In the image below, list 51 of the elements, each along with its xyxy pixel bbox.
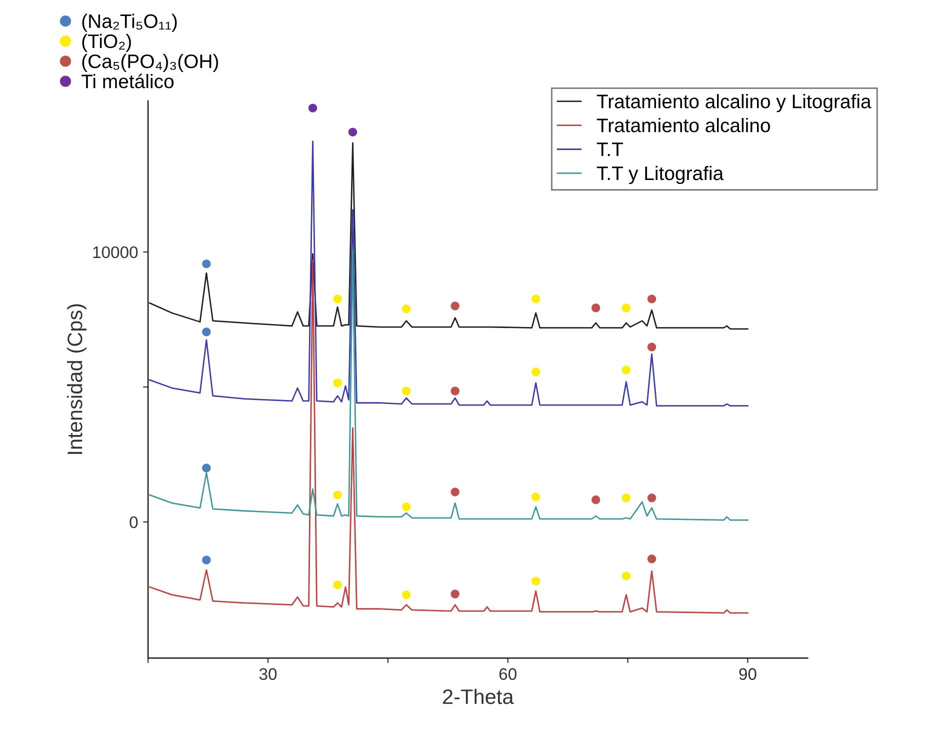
point xyxy=(622,303,631,312)
point xyxy=(450,302,460,310)
point xyxy=(333,378,342,388)
x-tick-label: 90 xyxy=(739,668,756,680)
line-series xyxy=(148,259,748,614)
y-tick-label: 10000 xyxy=(93,246,138,258)
x-tick-label: 60 xyxy=(499,668,516,680)
point xyxy=(531,492,540,502)
legend-label: Ti metálico xyxy=(81,74,174,88)
point xyxy=(402,502,411,512)
point xyxy=(450,590,460,598)
point xyxy=(591,303,600,312)
point xyxy=(333,490,342,500)
point xyxy=(333,580,342,590)
point xyxy=(202,259,211,268)
point xyxy=(450,386,460,396)
line-series xyxy=(148,249,748,521)
legend-label: T.T y Litografia xyxy=(596,166,724,184)
legend-label: T.T xyxy=(596,142,623,156)
legend-label: Tratamiento alcalino y Litografia xyxy=(596,94,872,112)
point xyxy=(531,367,540,376)
point xyxy=(647,554,656,564)
point xyxy=(622,494,631,502)
point xyxy=(202,464,211,472)
point xyxy=(308,104,318,112)
x-axis-title: 2-Theta xyxy=(443,688,514,704)
point xyxy=(531,576,540,586)
point xyxy=(202,328,211,336)
point xyxy=(622,366,631,374)
point xyxy=(450,488,460,496)
point xyxy=(591,495,600,504)
legend-label: (Na₂Ti₅O₁₁) xyxy=(82,14,177,32)
point xyxy=(647,342,656,352)
x-tick-label: 30 xyxy=(259,668,277,680)
point xyxy=(647,494,656,502)
point xyxy=(202,556,211,564)
point xyxy=(622,572,631,580)
point xyxy=(647,294,656,304)
legend-label: Tratamiento alcalino xyxy=(596,118,770,132)
point xyxy=(402,590,411,600)
legend-label: (Ca₅(PO₄)₃(OH) xyxy=(82,54,218,72)
point xyxy=(348,128,358,136)
line-series xyxy=(148,142,748,330)
line-series xyxy=(148,140,748,407)
point xyxy=(402,304,411,314)
legend-label: (TiO₂) xyxy=(82,34,131,52)
point xyxy=(531,294,540,304)
point xyxy=(402,386,411,396)
y-axis-title: Intensidad (Cps) xyxy=(67,304,86,454)
y-tick-label: 0 xyxy=(130,516,138,528)
point xyxy=(333,294,342,304)
